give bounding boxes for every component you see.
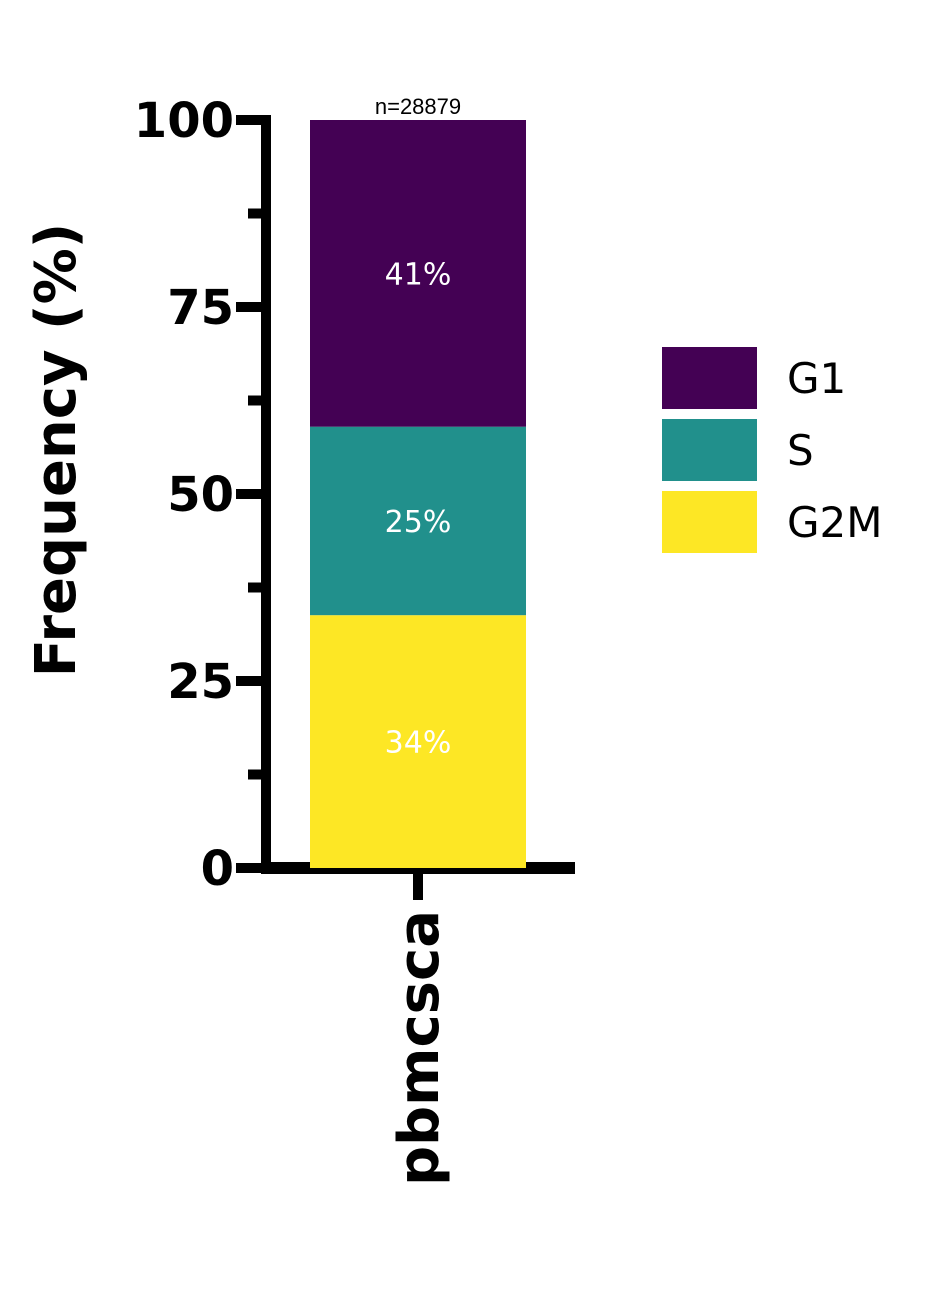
legend: G1 S G2M	[662, 347, 883, 553]
bar-segment-g1	[310, 120, 526, 427]
bar-segments: 34% 25% 41% n=28879	[310, 94, 526, 868]
legend-swatch-g1	[662, 347, 757, 409]
x-axis: pbmcsca	[261, 862, 575, 1186]
y-axis-title: Frequency (%)	[24, 223, 89, 678]
y-tick-label: 50	[167, 467, 234, 523]
legend-swatch-g2m	[662, 491, 757, 553]
legend-label-g2m: G2M	[787, 498, 883, 547]
bar-segment-label: 41%	[385, 257, 452, 292]
legend-swatch-s	[662, 419, 757, 481]
legend-label-s: S	[787, 426, 814, 475]
bar-segment-g2m	[310, 615, 526, 868]
y-tick-label: 25	[167, 654, 234, 710]
bar-segment-s	[310, 426, 526, 616]
y-tick-label: 100	[134, 93, 234, 149]
legend-label-g1: G1	[787, 354, 846, 403]
y-tick-label: 0	[201, 841, 234, 897]
bar-segment-label: 34%	[385, 726, 452, 761]
y-tick-label: 75	[167, 280, 234, 336]
sample-count-label: n=28879	[375, 94, 461, 119]
y-axis: 0 25 50 75 100	[134, 93, 271, 897]
x-tick-label: pbmcsca	[387, 910, 452, 1186]
bar-segment-label: 25%	[385, 505, 452, 540]
